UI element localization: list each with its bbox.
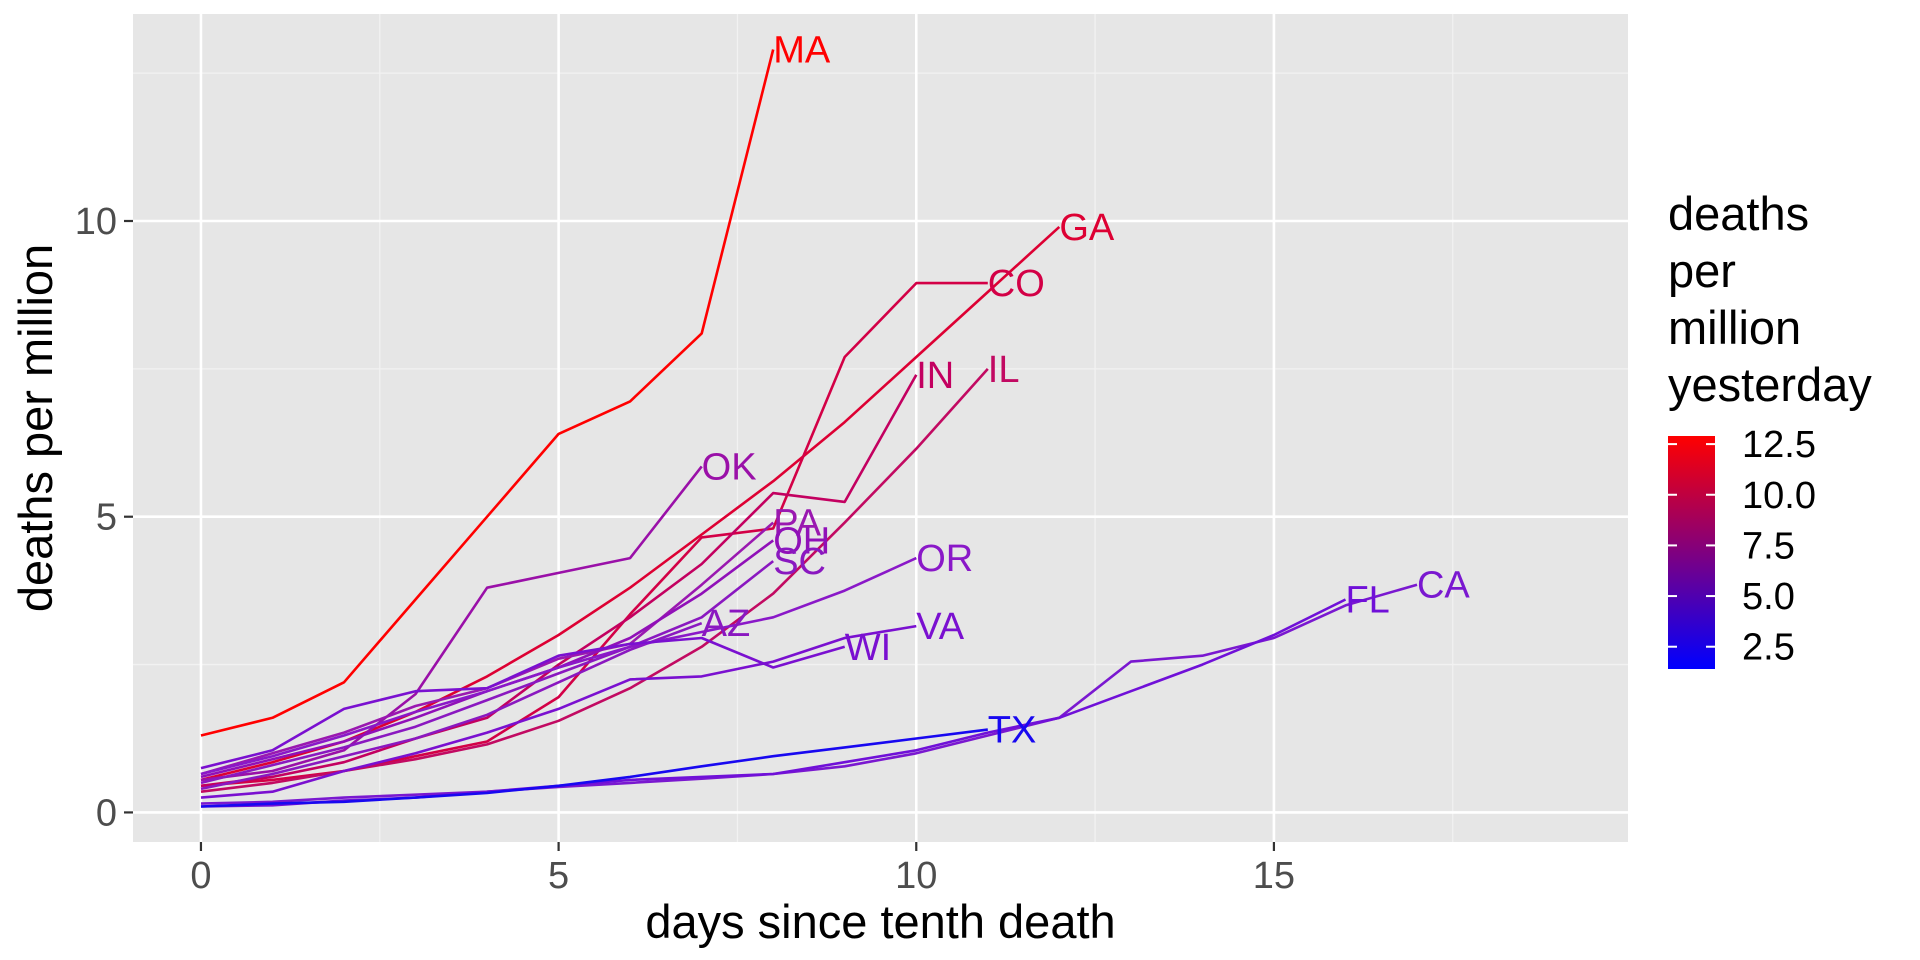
- x-axis-title: days since tenth death: [645, 895, 1115, 948]
- legend-title-line: million: [1668, 301, 1801, 354]
- series-label-or: OR: [916, 538, 973, 580]
- series-line-wi: [200, 636, 846, 770]
- series-line-va: [200, 624, 917, 799]
- y-axis-title: deaths per million: [9, 244, 62, 612]
- series-line-sc: [200, 560, 775, 785]
- series-label-tx: TX: [988, 710, 1037, 752]
- series-label-ga: GA: [1059, 207, 1115, 249]
- x-axis-ticks: 0 5 10 15: [190, 842, 1295, 897]
- plot-panel: [133, 14, 1628, 842]
- minor-gridlines: [133, 14, 1628, 842]
- series-label-oh: OH: [773, 520, 830, 562]
- legend-tick-label: 2.5: [1742, 627, 1795, 669]
- series-label-ca: CA: [1417, 565, 1470, 607]
- legend-title-line: per: [1668, 244, 1736, 297]
- series-line-il: [200, 368, 989, 793]
- series-label-sc: SC: [773, 541, 826, 583]
- series-line-ma: [200, 49, 775, 737]
- color-legend: deaths per million yesterday 12.5 10.0 7.5…: [1668, 187, 1872, 669]
- series-line-in: [200, 374, 918, 788]
- series-label-wi: WI: [845, 627, 891, 669]
- series-label-fl: FL: [1345, 580, 1389, 622]
- legend-color-bar: [1668, 436, 1715, 669]
- series-lines: [200, 49, 1418, 808]
- legend-title-line: yesterday: [1668, 358, 1872, 411]
- series-line-az: [200, 621, 703, 791]
- series-label-il: IL: [988, 349, 1020, 391]
- y-tick-label: 5: [96, 497, 117, 539]
- series-label-va: VA: [916, 606, 965, 648]
- legend-tick-label: 5.0: [1742, 576, 1795, 618]
- series-line-or: [200, 556, 917, 776]
- x-tick-label: 15: [1253, 855, 1295, 897]
- series-label-ok: OK: [702, 446, 757, 488]
- series-label-az: AZ: [702, 603, 751, 645]
- y-axis-ticks: 0 5 10: [75, 201, 133, 834]
- series-label-pa: PA: [773, 503, 822, 545]
- legend-tick-label: 10.0: [1742, 475, 1816, 517]
- x-tick-label: 10: [895, 855, 937, 897]
- x-tick-label: 0: [190, 855, 211, 897]
- series-line-tx: [200, 728, 988, 808]
- major-gridlines: [133, 14, 1628, 842]
- y-tick-label: 0: [96, 792, 117, 834]
- legend-tick-label: 12.5: [1742, 424, 1816, 466]
- y-tick-label: 10: [75, 201, 117, 243]
- legend-title-line: deaths: [1668, 187, 1809, 240]
- series-label-ma: MA: [773, 29, 831, 71]
- legend-tick-label: 7.5: [1742, 525, 1795, 567]
- series-label-in: IN: [916, 355, 954, 397]
- series-line-ca: [200, 583, 1418, 805]
- x-tick-label: 5: [548, 855, 569, 897]
- series-label-co: CO: [988, 263, 1045, 305]
- series-line-ok: [200, 465, 703, 782]
- legend-ticks: 12.5 10.0 7.5 5.0 2.5: [1668, 424, 1816, 669]
